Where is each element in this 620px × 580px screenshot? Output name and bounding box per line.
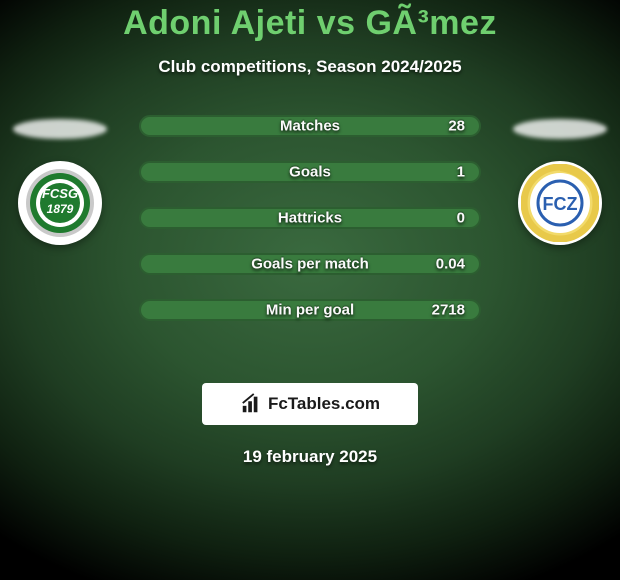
svg-text:FCSG: FCSG	[42, 186, 78, 201]
chart-icon	[240, 393, 262, 415]
stat-bar-label: Goals	[289, 164, 331, 181]
stat-bars: Matches 28 Goals 1 Hattricks 0 Goals per match…	[139, 115, 481, 321]
stat-bar: Min per goal 2718	[139, 299, 481, 321]
stat-bar-label: Matches	[280, 118, 340, 135]
club-badge-right: FCZ	[518, 161, 602, 245]
comparison-area: FCSG 1879	[0, 115, 620, 355]
stat-bar-label: Min per goal	[266, 302, 354, 319]
player-right: FCZ	[500, 115, 620, 245]
svg-text:FCZ: FCZ	[543, 194, 578, 214]
player-shadow	[513, 119, 607, 139]
date-text: 19 february 2025	[0, 447, 620, 467]
stat-bar: Matches 28	[139, 115, 481, 137]
page-title: Adoni Ajeti vs GÃ³mez	[0, 4, 620, 43]
logo-text: FcTables.com	[268, 394, 380, 414]
stgallen-icon: FCSG 1879	[24, 167, 96, 239]
stat-bar: Goals 1	[139, 161, 481, 183]
fcz-icon: FCZ	[521, 164, 599, 242]
stat-bar-label: Goals per match	[251, 256, 369, 273]
player-left: FCSG 1879	[0, 115, 120, 245]
svg-text:1879: 1879	[47, 202, 74, 216]
player-shadow	[13, 119, 107, 139]
stat-bar-value: 0	[457, 210, 465, 227]
stat-bar-label: Hattricks	[278, 210, 342, 227]
stat-bar-value: 28	[448, 118, 465, 135]
stat-bar-value: 1	[457, 164, 465, 181]
stat-bar: Goals per match 0.04	[139, 253, 481, 275]
stat-bar-value: 2718	[432, 302, 465, 319]
fctables-logo: FcTables.com	[202, 383, 418, 425]
stat-bar-value: 0.04	[436, 256, 465, 273]
subtitle: Club competitions, Season 2024/2025	[0, 57, 620, 77]
club-badge-left: FCSG 1879	[18, 161, 102, 245]
stat-bar: Hattricks 0	[139, 207, 481, 229]
